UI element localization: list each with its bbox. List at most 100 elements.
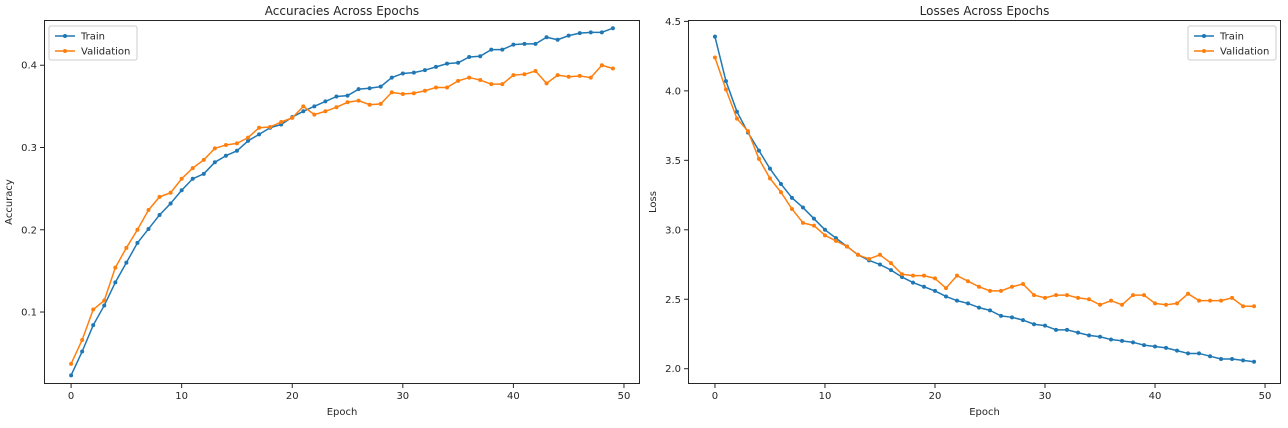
data-point bbox=[1054, 293, 1059, 298]
data-point bbox=[1098, 302, 1103, 307]
data-point bbox=[954, 298, 959, 303]
data-point bbox=[422, 88, 427, 93]
data-point bbox=[756, 156, 761, 161]
data-point bbox=[168, 201, 173, 206]
y-tick-label: 0.3 bbox=[21, 143, 37, 154]
data-point bbox=[124, 260, 129, 265]
data-point bbox=[599, 63, 604, 68]
series-validation bbox=[69, 63, 615, 366]
data-point bbox=[1153, 344, 1158, 349]
data-point bbox=[456, 78, 461, 83]
data-point bbox=[168, 190, 173, 195]
data-point bbox=[433, 64, 438, 69]
data-point bbox=[544, 81, 549, 86]
data-point bbox=[323, 109, 328, 114]
data-point bbox=[201, 157, 206, 162]
data-point bbox=[800, 205, 805, 210]
data-point bbox=[1241, 358, 1246, 363]
data-point bbox=[1219, 298, 1224, 303]
y-tick-label: 3.5 bbox=[665, 156, 681, 167]
data-point bbox=[234, 141, 239, 146]
data-point bbox=[334, 105, 339, 110]
data-point bbox=[1065, 327, 1070, 332]
data-point bbox=[712, 55, 717, 60]
data-point bbox=[1164, 345, 1169, 350]
data-point bbox=[833, 236, 838, 241]
data-point bbox=[888, 268, 893, 273]
data-point bbox=[910, 273, 915, 278]
legend-label-validation: Validation bbox=[1220, 47, 1269, 58]
data-point bbox=[712, 34, 717, 39]
x-tick-label: 50 bbox=[618, 391, 631, 402]
data-point bbox=[1120, 302, 1125, 307]
data-point bbox=[533, 41, 538, 46]
legend-swatch-marker bbox=[63, 34, 67, 38]
data-point bbox=[1230, 356, 1235, 361]
data-point bbox=[1109, 298, 1114, 303]
data-point bbox=[467, 75, 472, 80]
data-point bbox=[954, 273, 959, 278]
data-point bbox=[1032, 322, 1037, 327]
data-point bbox=[433, 85, 438, 90]
data-point bbox=[80, 337, 85, 342]
data-point bbox=[179, 188, 184, 193]
data-point bbox=[223, 143, 228, 148]
data-point bbox=[279, 120, 284, 125]
legend-label-train: Train bbox=[80, 32, 105, 43]
data-point bbox=[334, 94, 339, 99]
x-tick-label: 20 bbox=[929, 391, 942, 402]
x-tick-label: 0 bbox=[712, 391, 718, 402]
data-point bbox=[1197, 351, 1202, 356]
data-point bbox=[999, 288, 1004, 293]
data-point bbox=[932, 276, 937, 281]
data-point bbox=[1252, 304, 1257, 309]
data-point bbox=[789, 195, 794, 200]
y-tick-label: 3.0 bbox=[665, 225, 681, 236]
legend-swatch-marker bbox=[1202, 34, 1206, 38]
data-point bbox=[999, 313, 1004, 318]
legend: Train Validation bbox=[1187, 25, 1277, 61]
data-point bbox=[789, 206, 794, 211]
data-point bbox=[1142, 343, 1147, 348]
data-point bbox=[389, 90, 394, 95]
y-tick-label: 0.2 bbox=[21, 225, 37, 236]
data-point bbox=[577, 31, 582, 36]
data-point bbox=[811, 223, 816, 228]
data-point bbox=[268, 124, 273, 129]
data-point bbox=[965, 279, 970, 284]
data-point bbox=[411, 91, 416, 96]
x-tick-label: 10 bbox=[175, 391, 188, 402]
data-point bbox=[822, 227, 827, 232]
data-point bbox=[1010, 284, 1015, 289]
data-point bbox=[345, 100, 350, 105]
data-point bbox=[1208, 354, 1213, 359]
data-point bbox=[932, 288, 937, 293]
data-point bbox=[500, 82, 505, 87]
data-point bbox=[767, 166, 772, 171]
data-point bbox=[345, 93, 350, 98]
data-point bbox=[1021, 318, 1026, 323]
data-point bbox=[190, 166, 195, 171]
data-point bbox=[1142, 293, 1147, 298]
data-point bbox=[1186, 291, 1191, 296]
x-tick-label: 50 bbox=[1259, 391, 1272, 402]
y-tick-label: 4.0 bbox=[665, 86, 681, 97]
data-point bbox=[965, 301, 970, 306]
legend-swatch-marker bbox=[63, 49, 67, 53]
x-tick-label: 0 bbox=[68, 391, 74, 402]
data-point bbox=[1241, 304, 1246, 309]
axes-frame bbox=[688, 20, 1281, 384]
data-point bbox=[522, 72, 527, 77]
data-point bbox=[910, 280, 915, 285]
data-point bbox=[124, 245, 129, 250]
data-point bbox=[723, 87, 728, 92]
data-point bbox=[811, 216, 816, 221]
data-point bbox=[356, 98, 361, 103]
data-point bbox=[135, 240, 140, 245]
data-point bbox=[1065, 293, 1070, 298]
series-validation bbox=[712, 55, 1257, 309]
data-point bbox=[356, 87, 361, 92]
data-point bbox=[1175, 301, 1180, 306]
chart-title: Losses Across Epochs bbox=[920, 4, 1050, 18]
